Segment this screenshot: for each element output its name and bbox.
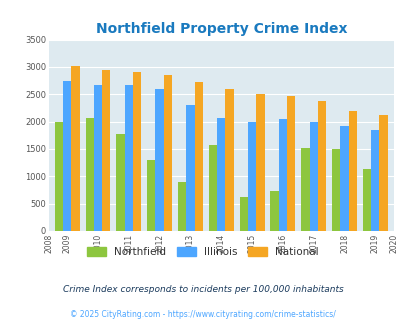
Legend: Northfield, Illinois, National: Northfield, Illinois, National	[84, 244, 321, 260]
Bar	[278, 119, 286, 231]
Bar	[186, 105, 194, 231]
Bar	[102, 70, 110, 231]
Bar	[147, 160, 155, 231]
Bar	[379, 115, 387, 231]
Bar	[362, 170, 370, 231]
Bar	[301, 148, 309, 231]
Bar	[63, 81, 71, 231]
Bar	[309, 122, 317, 231]
Bar	[317, 101, 325, 231]
Bar	[239, 197, 247, 231]
Text: Crime Index corresponds to incidents per 100,000 inhabitants: Crime Index corresponds to incidents per…	[62, 285, 343, 294]
Bar	[331, 149, 339, 231]
Bar	[339, 126, 348, 231]
Bar	[247, 122, 256, 231]
Title: Northfield Property Crime Index: Northfield Property Crime Index	[95, 22, 346, 36]
Bar	[124, 85, 133, 231]
Bar	[116, 134, 124, 231]
Bar	[155, 89, 163, 231]
Bar	[270, 191, 278, 231]
Bar	[348, 111, 356, 231]
Bar	[94, 85, 102, 231]
Bar	[370, 130, 379, 231]
Bar	[256, 94, 264, 231]
Bar	[71, 66, 79, 231]
Bar	[225, 89, 233, 231]
Bar	[85, 117, 94, 231]
Bar	[217, 117, 225, 231]
Bar	[133, 72, 141, 231]
Bar	[194, 82, 202, 231]
Bar	[177, 182, 186, 231]
Bar	[286, 96, 295, 231]
Bar	[55, 122, 63, 231]
Bar	[208, 145, 217, 231]
Bar	[163, 75, 172, 231]
Text: © 2025 CityRating.com - https://www.cityrating.com/crime-statistics/: © 2025 CityRating.com - https://www.city…	[70, 310, 335, 319]
